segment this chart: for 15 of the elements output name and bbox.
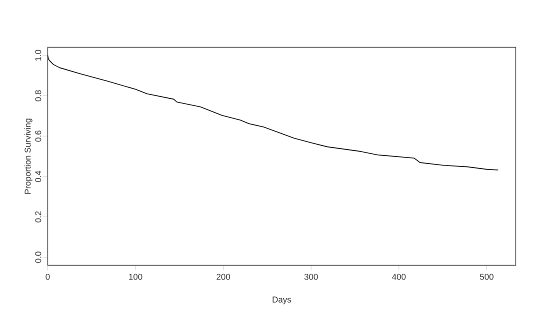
y-axis-title: Proportion Surviving	[24, 118, 32, 194]
x-tick-label: 0	[46, 274, 50, 280]
line-series	[47, 54, 499, 170]
y-tick-label: 0.6	[35, 130, 42, 142]
x-tick-label: 500	[480, 274, 494, 280]
x-tick-label: 300	[304, 274, 318, 280]
y-tick-label: 0.4	[35, 170, 42, 182]
x-tick-label: 400	[392, 274, 406, 280]
y-tick-label: 0.8	[35, 90, 42, 102]
x-tick-label: 100	[129, 274, 142, 280]
y-tick-label: 0.0	[35, 252, 42, 263]
y-tick-label: 1.0	[35, 50, 42, 61]
x-tick-label: 200	[216, 274, 230, 280]
y-tick-label: 0.2	[35, 211, 42, 222]
x-axis-title: Days	[272, 296, 292, 304]
